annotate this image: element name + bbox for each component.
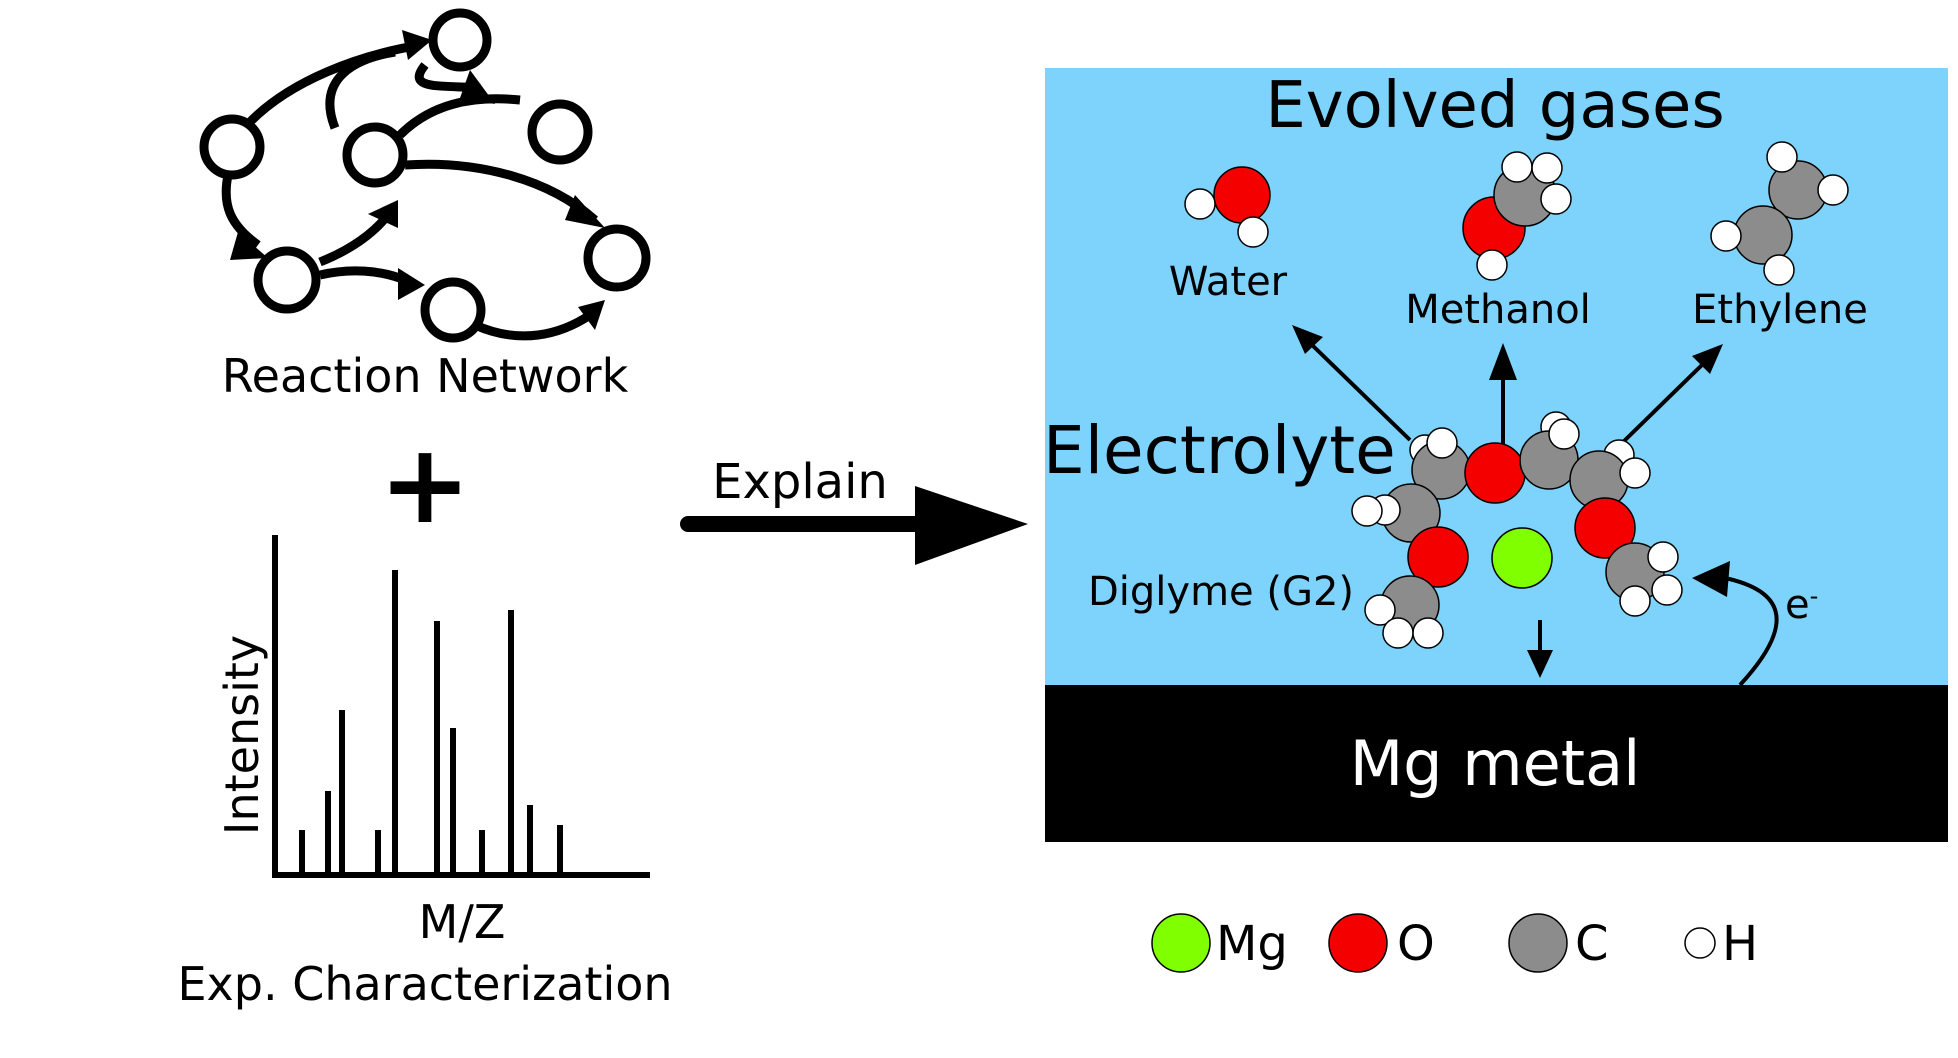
legend-label-h: H [1722,916,1758,972]
network-node [199,114,265,180]
network-edge [318,212,392,267]
interface-panel: Mg metal Evolved gases Water Methanol [1043,68,1948,842]
reaction-network: Reaction Network [199,8,651,403]
hydrogen-atom [1476,249,1508,281]
electron-arrowhead [1692,561,1730,597]
network-arrowhead [398,268,425,300]
hydrogen-atom [1619,457,1651,489]
arrowhead-to-methanol [1489,343,1517,380]
legend-item-o: O [1328,913,1435,973]
legend-label-c: C [1575,916,1609,972]
metal-label: Mg metal [1350,727,1641,800]
hydrogen-atom [1351,495,1383,527]
legend-swatch-o [1328,913,1388,973]
network-node [428,8,492,72]
mg-metal-slab [1045,685,1948,842]
methanol-molecule [1462,151,1572,281]
network-arrowhead [230,232,268,260]
electron-charge: - [1810,582,1819,610]
network-node [420,277,486,343]
network-arrowhead [565,195,605,228]
mg-deposition-arrow [1527,620,1553,678]
network-node [253,246,321,314]
legend-item-c: C [1508,913,1609,973]
gas-label-ethylene: Ethylene [1692,287,1868,333]
spectrum-caption: Exp. Characterization [177,957,672,1011]
network-node [583,224,651,292]
network-edge [473,311,593,341]
hydrogen-atom [1531,152,1563,184]
gas-label-water: Water [1169,259,1288,305]
hydrogen-atom [1651,574,1683,606]
legend-swatch-c [1508,913,1568,973]
water-molecule [1184,166,1271,248]
hydrogen-atom [1710,220,1742,252]
hydrogen-atom [1548,418,1580,450]
legend-swatch-h [1684,927,1716,959]
legend-item-h: H [1684,916,1758,972]
spectrum-ylabel: Intensity [215,635,269,835]
element-legend: Mg O C H [1151,913,1758,973]
oxygen-atom [1213,166,1271,224]
hydrogen-atom [1184,188,1216,220]
arrow-to-ethylene [1618,360,1707,447]
evolved-gases-title: Evolved gases [1265,69,1724,143]
network-arrowhead [578,300,605,330]
legend-swatch-mg [1151,913,1211,973]
mass-spectrum: Intensity M/Z Exp. Characterization [177,535,673,1011]
hydrogen-atom [1237,216,1269,248]
legend-item-mg: Mg [1151,913,1288,973]
oxygen-atom [1464,442,1526,504]
network-arrowhead [368,200,398,228]
arrow-to-water [1308,341,1412,442]
electrolyte-label: Electrolyte [1043,412,1396,489]
gas-label-methanol: Methanol [1405,287,1591,333]
plus-sign: + [379,420,471,548]
hydrogen-atom [1763,254,1795,286]
arrowhead-to-ethylene [1692,344,1723,374]
network-edge [318,266,407,285]
spectrum-peaks [299,570,563,875]
electron-transfer-arrow: e- [1692,561,1818,687]
network-node [342,122,408,188]
network-edge [404,159,598,224]
spectrum-axes [272,535,650,878]
hydrogen-atom [1412,617,1444,649]
hydrogen-atom [1619,585,1651,617]
hydrogen-atom [1382,617,1414,649]
ethylene-molecule [1710,141,1849,286]
hydrogen-atom [1501,151,1533,183]
network-edge [221,174,261,249]
network-node [527,99,593,165]
hydrogen-atom [1817,174,1849,206]
diglyme-molecule [1351,411,1683,649]
legend-label-o: O [1397,916,1435,972]
network-edge [325,47,396,130]
network-label: Reaction Network [222,349,629,403]
hydrogen-atom [1647,541,1679,573]
hydrogen-atom [1364,594,1396,626]
explain-arrow: Explain [680,454,1028,565]
solvent-label: Diglyme (G2) [1088,569,1354,615]
network-edge [396,94,521,139]
hydrogen-atom [1426,427,1458,459]
oxygen-atom [1574,497,1636,559]
oxygen-atom [1407,526,1469,588]
explain-arrowhead [915,486,1028,565]
gas-evolution-arrows [1292,325,1723,447]
network-edge [244,40,421,128]
magnesium-atom [1491,527,1553,589]
explain-label: Explain [712,454,888,510]
hydrogen-atom [1540,183,1572,215]
spectrum-xlabel: M/Z [419,895,506,949]
electron-label: e- [1785,582,1818,628]
electron-arrow-curve [1724,576,1779,687]
network-arrowhead [402,30,432,60]
legend-label-mg: Mg [1216,916,1288,972]
hydrogen-atom [1766,141,1798,173]
arrowhead-to-water [1292,325,1323,354]
deposition-arrowhead [1527,650,1553,678]
